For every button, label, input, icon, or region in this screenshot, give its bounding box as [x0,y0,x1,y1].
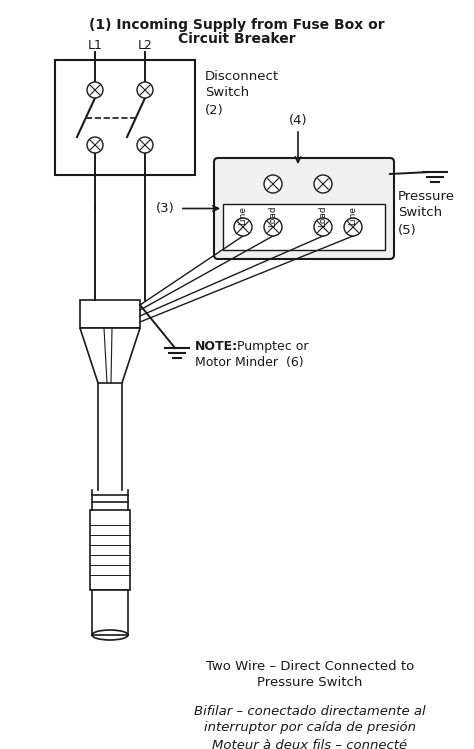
Circle shape [264,175,282,193]
Text: NOTE:: NOTE: [195,340,238,353]
Text: (4): (4) [289,114,307,127]
Text: Load: Load [268,206,277,228]
Text: Switch: Switch [398,206,442,219]
Text: Disconnect: Disconnect [205,70,279,83]
Text: Bifilar – conectado directamente al: Bifilar – conectado directamente al [194,705,426,718]
Ellipse shape [92,630,128,640]
Bar [223,204,385,250]
Text: Circuit Breaker: Circuit Breaker [178,32,296,46]
Text: Load: Load [319,206,328,228]
Text: Two Wire – Direct Connected to: Two Wire – Direct Connected to [206,660,414,673]
Bar [55,60,195,175]
FancyBboxPatch shape [214,158,394,259]
Circle shape [264,218,282,236]
Text: Line: Line [238,206,247,225]
Circle shape [314,175,332,193]
Circle shape [137,82,153,98]
Text: Pressure Switch: Pressure Switch [257,676,363,689]
Polygon shape [80,328,140,383]
Bar [80,300,140,328]
Text: (1) Incoming Supply from Fuse Box or: (1) Incoming Supply from Fuse Box or [89,18,385,32]
Circle shape [234,218,252,236]
Text: (3): (3) [155,202,174,215]
Text: (2): (2) [205,104,224,117]
Text: Pressure: Pressure [398,190,455,203]
Circle shape [87,137,103,153]
Text: (5): (5) [398,224,417,237]
Text: L1: L1 [88,39,102,52]
Circle shape [87,82,103,98]
Bar [90,510,130,590]
Circle shape [137,137,153,153]
Text: L2: L2 [137,39,153,52]
Bar [92,590,128,635]
Text: Line: Line [348,206,357,225]
Text: Pumptec or: Pumptec or [233,340,309,353]
Circle shape [344,218,362,236]
Text: interruptor por caída de presión: interruptor por caída de presión [204,721,416,734]
Text: Moteur à deux fils – connecté: Moteur à deux fils – connecté [212,739,408,749]
Circle shape [314,218,332,236]
Text: Motor Minder  (6): Motor Minder (6) [195,356,304,369]
Text: Switch: Switch [205,86,249,99]
